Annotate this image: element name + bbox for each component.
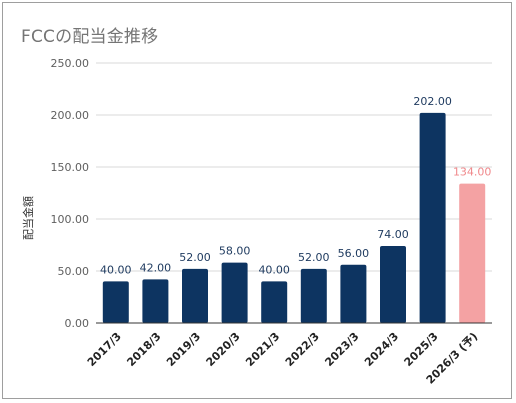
data-label: 52.00 [179,251,211,264]
bar [261,281,288,323]
data-label: 40.00 [100,263,132,276]
y-tick-label: 100.00 [51,213,90,226]
bars [102,112,486,323]
bar [380,246,406,323]
x-tick-label: 2025/3 [402,330,441,369]
y-tick-label: 150.00 [51,161,90,174]
data-label: 74.00 [377,228,409,241]
y-tick-label: 250.00 [51,57,90,70]
y-tick-label: 200.00 [51,109,90,122]
x-tick-label: 2023/3 [322,330,361,369]
x-tick-label: 2021/3 [243,330,282,369]
data-labels: 40.00 42.00 52.00 58.00 40.00 52.00 56.00 74.00… [100,95,491,276]
bar [300,268,327,323]
bar [419,112,446,323]
bar [459,183,486,323]
y-tick-label: 50.00 [58,265,90,278]
bar [340,264,367,323]
x-tick-label: 2020/3 [204,330,243,369]
data-label: 202.00 [413,95,452,108]
data-label: 42.00 [140,261,172,274]
y-axis-ticks: 0.00 50.00 100.00 150.00 200.00 250.00 [51,57,90,330]
bar [221,262,248,323]
x-tick-label: 2018/3 [124,330,163,369]
data-label: 56.00 [338,247,370,260]
data-label: 52.00 [298,251,330,264]
bar [102,281,129,323]
data-label: 134.00 [453,166,492,179]
x-tick-label: 2024/3 [362,330,401,369]
x-axis-categories: 2017/3 2018/3 2019/3 2020/3 2021/3 2022/3 2023… [85,330,481,387]
y-tick-label: 0.00 [65,317,90,330]
data-label: 40.00 [258,263,290,276]
data-label: 58.00 [219,245,251,258]
y-axis-label: 配当金額 [21,196,35,240]
chart-title: FCCの配当金推移 [21,27,159,47]
x-tick-label: 2017/3 [85,330,124,369]
bar [142,279,169,323]
bar [182,268,208,323]
x-tick-label: 2019/3 [164,330,203,369]
x-tick-label: 2022/3 [283,330,322,369]
